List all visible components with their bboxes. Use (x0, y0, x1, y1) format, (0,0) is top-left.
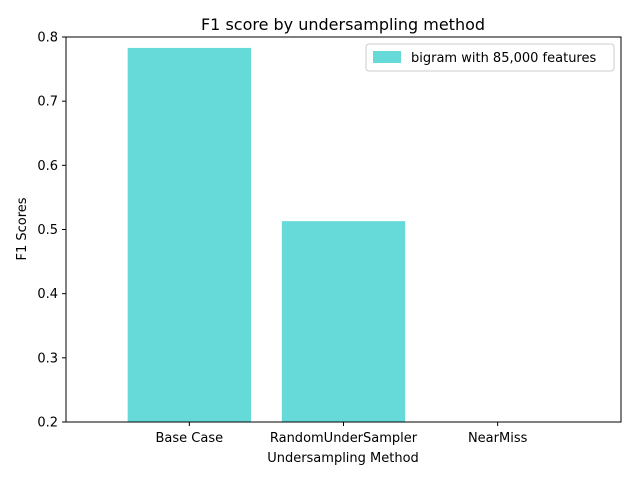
bars-group (127, 47, 406, 422)
y-tick-label: 0.2 (37, 416, 58, 431)
y-tick-label: 0.3 (37, 351, 58, 366)
bar-randomundersampler (281, 221, 406, 422)
legend-swatch (373, 51, 401, 63)
y-tick-label: 0.7 (37, 95, 58, 110)
x-tick-label: NearMiss (468, 431, 528, 446)
x-tick-label: RandomUnderSampler (270, 431, 418, 446)
x-tick-label: Base Case (156, 431, 224, 446)
plot-frame (65, 36, 622, 423)
legend-box (365, 43, 615, 72)
chart-title: F1 score by undersampling method (201, 15, 485, 34)
y-axis-label: F1 Scores (15, 197, 30, 260)
bar-base-case (127, 47, 251, 422)
y-tick-label: 0.8 (37, 31, 58, 46)
x-axis-ticks: Base Case RandomUnderSampler NearMiss (156, 422, 528, 446)
x-axis-label: Undersampling Method (267, 451, 419, 466)
y-tick-label: 0.6 (37, 159, 58, 174)
legend-label: bigram with 85,000 features (411, 51, 596, 66)
y-tick-label: 0.4 (37, 287, 58, 302)
y-axis-ticks: 0.2 0.3 0.4 0.5 0.6 0.7 0.8 (37, 31, 66, 431)
y-tick-label: 0.5 (37, 223, 58, 238)
legend: bigram with 85,000 features (365, 43, 615, 72)
